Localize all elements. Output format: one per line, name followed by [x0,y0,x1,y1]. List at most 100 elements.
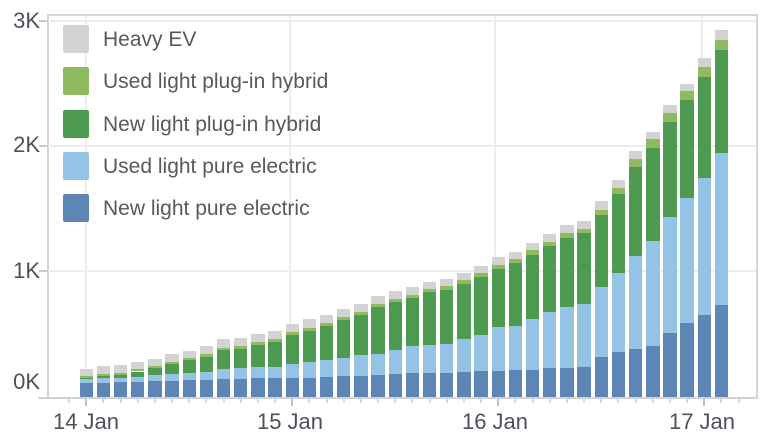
bar-segment[interactable] [148,366,162,369]
bar-segment[interactable] [560,232,574,238]
bar-segment[interactable] [182,357,196,361]
bar-segment[interactable] [628,255,643,349]
bar-segment[interactable] [508,263,523,326]
bar-segment[interactable] [405,287,420,295]
bar-segment[interactable] [663,113,677,123]
bar-segment[interactable] [388,374,402,397]
bar-segment[interactable] [165,363,179,375]
bar-segment[interactable] [422,372,437,397]
bar-segment[interactable] [199,380,214,397]
bar-segment[interactable] [354,355,368,377]
bar-segment[interactable] [182,373,196,381]
bar-segment[interactable] [577,233,591,304]
bar-segment[interactable] [268,366,282,379]
bar-segment[interactable] [491,265,505,269]
bar-segment[interactable] [285,323,299,333]
bar-segment[interactable] [354,376,368,397]
bar-segment[interactable] [354,311,368,315]
bar-segment[interactable] [268,378,282,397]
bar-segment[interactable] [646,147,660,241]
bar-segment[interactable] [354,314,368,356]
bar-segment[interactable] [96,374,111,377]
bar-segment[interactable] [611,188,626,195]
bar-segment[interactable] [577,228,591,234]
bar-segment[interactable] [474,265,488,274]
bar-segment[interactable] [337,308,351,317]
bar-segment[interactable] [543,311,557,369]
bar-segment[interactable] [131,369,145,372]
bar-segment[interactable] [113,372,128,375]
bar-segment[interactable] [337,357,351,377]
bar-segment[interactable] [113,374,128,378]
bar-segment[interactable] [319,314,334,324]
bar-segment[interactable] [234,337,248,347]
bar-segment[interactable] [491,370,505,397]
bar-segment[interactable] [594,287,608,358]
bar-segment[interactable] [663,333,677,397]
bar-segment[interactable] [113,377,128,383]
bar-segment[interactable] [148,375,162,382]
bar-segment[interactable] [319,377,334,397]
bar-segment[interactable] [388,298,402,303]
bar-segment[interactable] [371,353,385,375]
bar-segment[interactable] [714,30,729,40]
bar-segment[interactable] [611,352,626,397]
bar-segment[interactable] [508,251,523,260]
bar-segment[interactable] [371,307,385,354]
bar-segment[interactable] [440,343,454,373]
bar-segment[interactable] [251,333,265,343]
bar-segment[interactable] [440,289,454,344]
bar-segment[interactable] [251,378,265,397]
bar-segment[interactable] [628,348,643,397]
bar-segment[interactable] [594,214,608,288]
bar-segment[interactable] [422,292,437,345]
bar-segment[interactable] [268,331,282,340]
bar-segment[interactable] [148,381,162,397]
bar-segment[interactable] [577,220,591,229]
bar-segment[interactable] [354,303,368,312]
bar-segment[interactable] [577,367,591,397]
bar-segment[interactable] [165,381,179,397]
bar-segment[interactable] [560,237,574,308]
bar-segment[interactable] [714,152,729,305]
bar-segment[interactable] [680,91,694,101]
bar-segment[interactable] [148,368,162,376]
bar-segment[interactable] [199,372,214,381]
bar-segment[interactable] [165,374,179,382]
bar-segment[interactable] [697,76,711,178]
bar-segment[interactable] [646,139,660,148]
bar-segment[interactable] [302,362,317,378]
bar-segment[interactable] [251,345,265,368]
bar-segment[interactable] [646,132,660,140]
bar-segment[interactable] [525,370,540,397]
bar-segment[interactable] [680,100,694,198]
bar-segment[interactable] [405,297,420,347]
bar-segment[interactable] [371,374,385,397]
bar-segment[interactable] [474,334,488,372]
bar-segment[interactable] [543,234,557,242]
bar-segment[interactable] [680,197,694,324]
bar-segment[interactable] [491,257,505,266]
bar-segment[interactable] [680,83,694,92]
bar-segment[interactable] [422,281,437,289]
bar-segment[interactable] [680,323,694,397]
bar-segment[interactable] [302,328,317,331]
bar-segment[interactable] [182,360,196,374]
bar-segment[interactable] [525,319,540,371]
bar-segment[interactable] [405,294,420,298]
bar-segment[interactable] [457,273,471,281]
bar-segment[interactable] [199,356,214,373]
bar-segment[interactable] [165,361,179,364]
bar-segment[interactable] [234,378,248,397]
bar-segment[interactable] [337,376,351,397]
bar-segment[interactable] [440,372,454,397]
bar-segment[interactable] [543,241,557,247]
bar-segment[interactable] [79,383,93,397]
bar-segment[interactable] [79,368,93,376]
bar-segment[interactable] [577,304,591,368]
bar-segment[interactable] [216,339,231,348]
bar-segment[interactable] [594,357,608,397]
bar-segment[interactable] [113,364,128,373]
bar-segment[interactable] [714,49,729,153]
bar-segment[interactable] [440,279,454,287]
